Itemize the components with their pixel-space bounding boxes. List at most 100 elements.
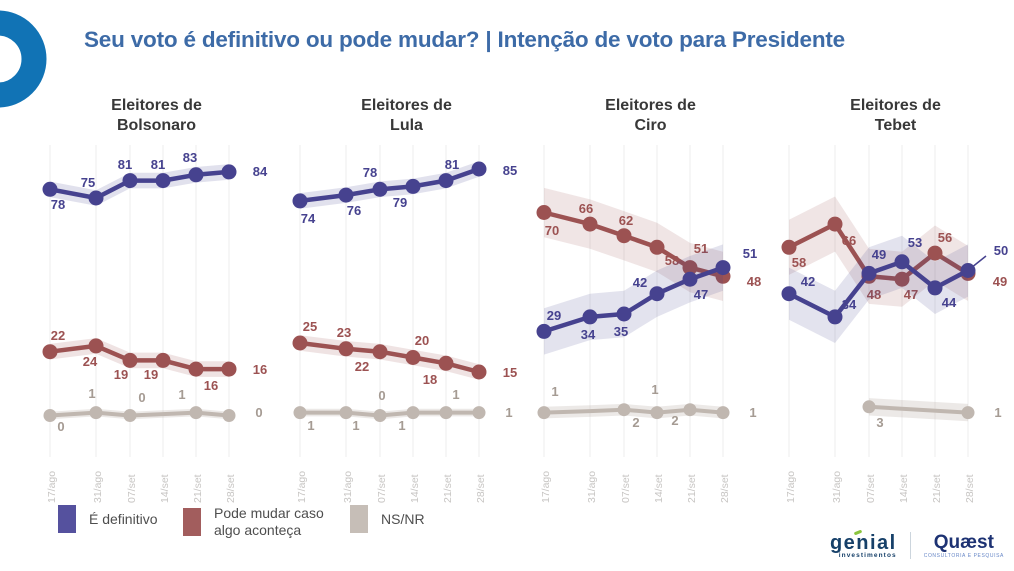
- svg-text:07/set: 07/set: [126, 474, 138, 503]
- svg-text:1: 1: [88, 386, 95, 401]
- svg-text:58: 58: [792, 255, 806, 270]
- svg-text:19: 19: [144, 367, 158, 382]
- quaest-subtitle: CONSULTORIA E PESQUISA: [923, 552, 1004, 559]
- svg-text:14/set: 14/set: [409, 474, 421, 503]
- legend-label-text: NS/NR: [381, 510, 425, 527]
- svg-text:35: 35: [614, 324, 628, 339]
- chart-lula: 17/ago 31/ago 07/set 14/set 21/set 28/set 1 1 0 1…: [280, 145, 533, 515]
- legend-label-definitivo: É definitivo: [89, 511, 157, 528]
- svg-text:31/ago: 31/ago: [92, 471, 104, 503]
- svg-text:17/ago: 17/ago: [46, 471, 58, 503]
- svg-text:29: 29: [547, 308, 561, 323]
- svg-text:18: 18: [423, 372, 437, 387]
- brand-divider: [909, 532, 911, 559]
- svg-text:31/ago: 31/ago: [586, 471, 598, 503]
- svg-text:48: 48: [867, 287, 881, 302]
- svg-text:16: 16: [204, 378, 218, 393]
- panel-title-bolsonaro: Eleitores de Bolsonaro: [30, 96, 283, 136]
- svg-text:81: 81: [118, 157, 132, 172]
- brand-bar: genial investimentos Quæst CONSULTORIA E…: [830, 529, 1004, 559]
- legend-label-text: É definitivo: [89, 510, 158, 527]
- svg-text:22: 22: [51, 328, 65, 343]
- svg-text:14/set: 14/set: [159, 474, 171, 503]
- svg-text:20: 20: [415, 333, 429, 348]
- svg-text:42: 42: [801, 274, 815, 289]
- svg-text:15: 15: [503, 365, 517, 380]
- svg-text:47: 47: [904, 287, 918, 302]
- svg-text:17/ago: 17/ago: [540, 471, 552, 503]
- legend-label-pode-mudar: Pode mudar caso algo aconteça: [214, 505, 324, 539]
- panel-title-tebet: Eleitores de Tebet: [769, 96, 1014, 136]
- svg-text:19: 19: [114, 367, 128, 382]
- legend-label-text: algo aconteça: [214, 522, 302, 538]
- svg-text:16: 16: [253, 362, 267, 377]
- svg-text:78: 78: [51, 197, 65, 212]
- svg-text:22: 22: [355, 359, 369, 374]
- svg-text:44: 44: [942, 295, 957, 310]
- panel-title-name: Lula: [390, 117, 423, 134]
- svg-text:14/set: 14/set: [898, 474, 910, 503]
- svg-text:76: 76: [347, 203, 361, 218]
- svg-text:49: 49: [872, 247, 886, 262]
- svg-text:51: 51: [694, 241, 708, 256]
- svg-text:1: 1: [452, 387, 459, 402]
- svg-text:17/ago: 17/ago: [296, 471, 308, 503]
- svg-text:07/set: 07/set: [620, 474, 632, 503]
- svg-text:2: 2: [632, 415, 639, 430]
- legend-item-nsnr: NS/NR: [350, 505, 425, 533]
- svg-text:25: 25: [303, 319, 317, 334]
- legend-swatch-pode-mudar: [183, 508, 201, 536]
- svg-text:17/ago: 17/ago: [785, 471, 797, 503]
- svg-text:85: 85: [503, 163, 517, 178]
- legend-label-nsnr: NS/NR: [381, 511, 425, 528]
- legend-item-definitivo: É definitivo: [58, 505, 157, 533]
- svg-text:3: 3: [876, 415, 883, 430]
- svg-text:34: 34: [581, 327, 596, 342]
- svg-text:56: 56: [938, 230, 952, 245]
- svg-text:75: 75: [81, 175, 95, 190]
- svg-text:0: 0: [255, 405, 262, 420]
- panel-title-name: Tebet: [874, 117, 917, 134]
- legend-swatch-definitivo: [58, 505, 76, 533]
- svg-text:50: 50: [994, 243, 1008, 258]
- page-title: Seu voto é definitivo ou pode mudar? | I…: [84, 27, 845, 52]
- svg-text:48: 48: [747, 274, 761, 289]
- svg-text:23: 23: [337, 325, 351, 340]
- svg-text:81: 81: [445, 157, 459, 172]
- svg-text:1: 1: [398, 418, 405, 433]
- svg-text:07/set: 07/set: [376, 474, 388, 503]
- genial-subtitle: investimentos: [838, 551, 897, 559]
- legend-swatch-nsnr: [350, 505, 368, 533]
- svg-text:28/set: 28/set: [719, 474, 731, 503]
- svg-text:49: 49: [993, 274, 1007, 289]
- svg-text:62: 62: [619, 213, 633, 228]
- panel-title-lula: Eleitores de Lula: [280, 96, 533, 136]
- panel-title-ciro: Eleitores de Ciro: [524, 96, 777, 136]
- panel-title-name: Ciro: [634, 117, 667, 134]
- svg-text:79: 79: [393, 195, 407, 210]
- svg-text:1: 1: [352, 418, 359, 433]
- svg-text:84: 84: [253, 164, 268, 179]
- svg-text:83: 83: [183, 150, 197, 165]
- quaest-logo: Quæst CONSULTORIA E PESQUISA: [924, 533, 1004, 559]
- svg-text:70: 70: [545, 223, 559, 238]
- svg-text:28/set: 28/set: [964, 474, 976, 503]
- svg-text:0: 0: [378, 388, 385, 403]
- svg-text:78: 78: [363, 165, 377, 180]
- svg-text:21/set: 21/set: [442, 474, 454, 503]
- svg-text:31/ago: 31/ago: [831, 471, 843, 503]
- svg-text:21/set: 21/set: [192, 474, 204, 503]
- panel-title-prefix: Eleitores de: [850, 97, 941, 114]
- svg-text:1: 1: [651, 382, 658, 397]
- svg-text:31/ago: 31/ago: [342, 471, 354, 503]
- panel-title-name: Bolsonaro: [116, 117, 197, 134]
- legend-item-pode-mudar: Pode mudar caso algo aconteça: [183, 505, 324, 539]
- quaest-wordmark: Quæst: [933, 531, 994, 553]
- svg-text:1: 1: [307, 418, 314, 433]
- panel-title-prefix: Eleitores de: [605, 97, 696, 114]
- svg-text:0: 0: [57, 419, 64, 434]
- svg-text:2: 2: [671, 413, 678, 428]
- svg-text:0: 0: [138, 390, 145, 405]
- svg-text:24: 24: [83, 354, 98, 369]
